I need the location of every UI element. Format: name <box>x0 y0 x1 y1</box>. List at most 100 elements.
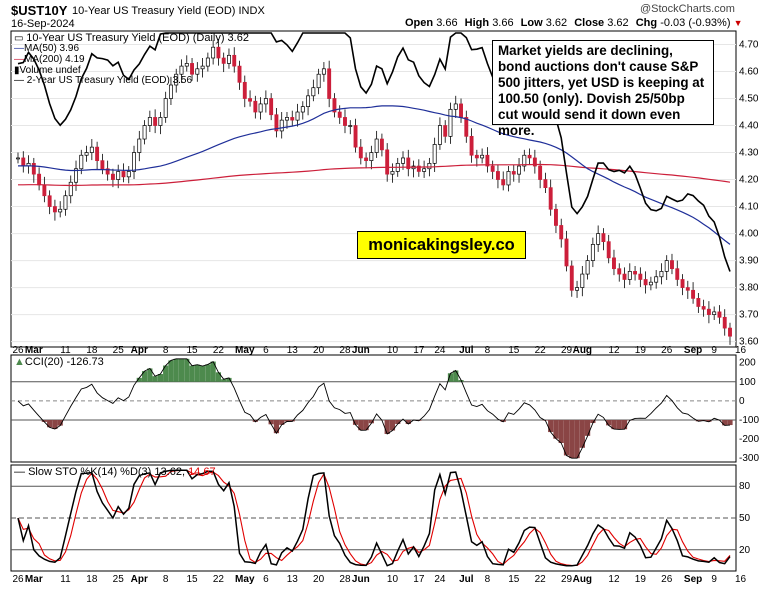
x-tick-label: 13 <box>287 574 299 585</box>
x-tick-label: Apr <box>131 345 148 356</box>
candle-body <box>527 154 532 159</box>
y-tick-label: 3.80 <box>739 283 759 294</box>
candle-body <box>279 119 284 132</box>
candle-body <box>211 46 216 59</box>
x-tick-label: Sep <box>684 574 702 585</box>
candle-body <box>248 98 253 102</box>
candle-body <box>158 117 163 126</box>
candle-body <box>717 311 722 318</box>
x-axis-bottom: 26 Mar 11 18 25 Apr 8 15 22 May 6 13 20 28 Jun 10 17 24 Ju… <box>12 574 746 585</box>
candle-body <box>195 68 200 75</box>
x-tick-label: 6 <box>263 345 269 356</box>
candle-body <box>575 287 580 291</box>
x-tick-label: 25 <box>113 345 125 356</box>
candle-body <box>179 65 184 75</box>
candle-body <box>221 57 226 64</box>
candle-body <box>274 114 279 132</box>
candle-body <box>585 260 590 275</box>
cci-negative-fill <box>279 419 285 425</box>
candle-body <box>47 195 52 207</box>
x-tick-label: 22 <box>213 345 225 356</box>
cci-negative-fill <box>574 419 580 459</box>
cci-positive-fill <box>178 358 185 382</box>
cci-positive-fill <box>210 361 216 382</box>
x-tick-label: May <box>235 574 255 585</box>
candle-body <box>464 117 469 137</box>
cci-panel: 200 100 0 -100 -200 -300 <box>11 358 759 464</box>
candle-body <box>142 125 147 140</box>
candle-body <box>184 63 189 67</box>
x-tick-label: 6 <box>263 574 269 585</box>
candle-body <box>696 298 701 307</box>
x-tick-label: Aug <box>573 345 592 356</box>
x-tick-label: 11 <box>60 574 71 585</box>
x-tick-label: 20 <box>313 574 325 585</box>
candle-body <box>295 111 300 121</box>
candle-body <box>137 138 142 153</box>
candle-body <box>422 168 427 172</box>
x-tick-label: 13 <box>287 345 299 356</box>
x-tick-label: Aug <box>573 574 592 585</box>
cci-negative-fill <box>273 419 280 434</box>
x-tick-label: 8 <box>163 345 169 356</box>
candle-body <box>627 271 632 280</box>
cci-negative-fill <box>606 419 612 426</box>
down-arrow-icon: ▼ <box>733 18 743 28</box>
candle-body <box>406 157 411 170</box>
candle-body <box>316 73 321 89</box>
y-tick-label: 3.70 <box>739 310 759 321</box>
cci-negative-fill <box>611 419 617 430</box>
x-tick-label: 9 <box>711 574 717 585</box>
x-tick-label: 10 <box>387 574 399 585</box>
candle-body <box>95 146 100 161</box>
candle-body <box>105 168 110 175</box>
x-tick-label: 22 <box>213 574 225 585</box>
candle-body <box>469 135 474 156</box>
ma50-line <box>18 105 731 245</box>
candle-body <box>559 225 564 240</box>
candle-body <box>506 171 511 186</box>
candle-body <box>654 276 659 283</box>
candle-body <box>232 54 237 67</box>
stoch-tick-label: 80 <box>739 481 751 492</box>
candle-body <box>670 260 674 270</box>
ma200-line <box>18 163 731 187</box>
symbol: $UST10Y <box>11 3 68 18</box>
candle-body <box>89 146 94 153</box>
x-axis-mid: 26 Mar 11 18 25 Apr 8 15 22 May 6 13 20 28 Jun 10 17 24 Ju… <box>12 345 746 356</box>
candle-body <box>427 162 432 170</box>
cci-negative-fill <box>368 419 374 424</box>
x-tick-label: Jun <box>352 574 370 585</box>
candle-body <box>205 57 210 67</box>
legend-volume: ▮Volume undef <box>14 65 81 76</box>
x-tick-label: 8 <box>485 345 491 356</box>
candle-body <box>490 165 495 172</box>
candle-body <box>543 179 548 188</box>
cci-tick-label: 0 <box>739 396 745 407</box>
candle-body <box>285 117 289 121</box>
cci-positive-fill <box>194 364 200 382</box>
instrument-name: 10-Year US Treasury Yield (EOD) INDX <box>72 5 265 17</box>
x-tick-label: 17 <box>413 574 425 585</box>
x-tick-label: Mar <box>25 345 43 356</box>
cci-positive-fill <box>152 376 158 382</box>
x-tick-label: 29 <box>561 345 573 356</box>
cci-positive-fill <box>147 368 153 382</box>
cci-negative-fill <box>284 419 290 422</box>
x-tick-label: Jul <box>459 574 474 585</box>
candle-body <box>110 173 115 180</box>
cci-negative-fill <box>621 419 628 430</box>
stoch-tick-label: 50 <box>739 513 751 524</box>
cci-panel-frame <box>10 354 737 463</box>
candle-body <box>648 281 653 286</box>
candle-body <box>100 160 105 170</box>
candle-body <box>495 171 500 180</box>
candle-body <box>474 154 479 159</box>
candle-body <box>432 144 437 164</box>
candle-body <box>311 87 316 97</box>
x-tick-label: 29 <box>561 574 573 585</box>
cci-positive-fill <box>173 358 179 382</box>
cci-tick-label: 100 <box>739 377 756 388</box>
candle-body <box>659 271 664 278</box>
cci-positive-fill <box>215 372 222 382</box>
